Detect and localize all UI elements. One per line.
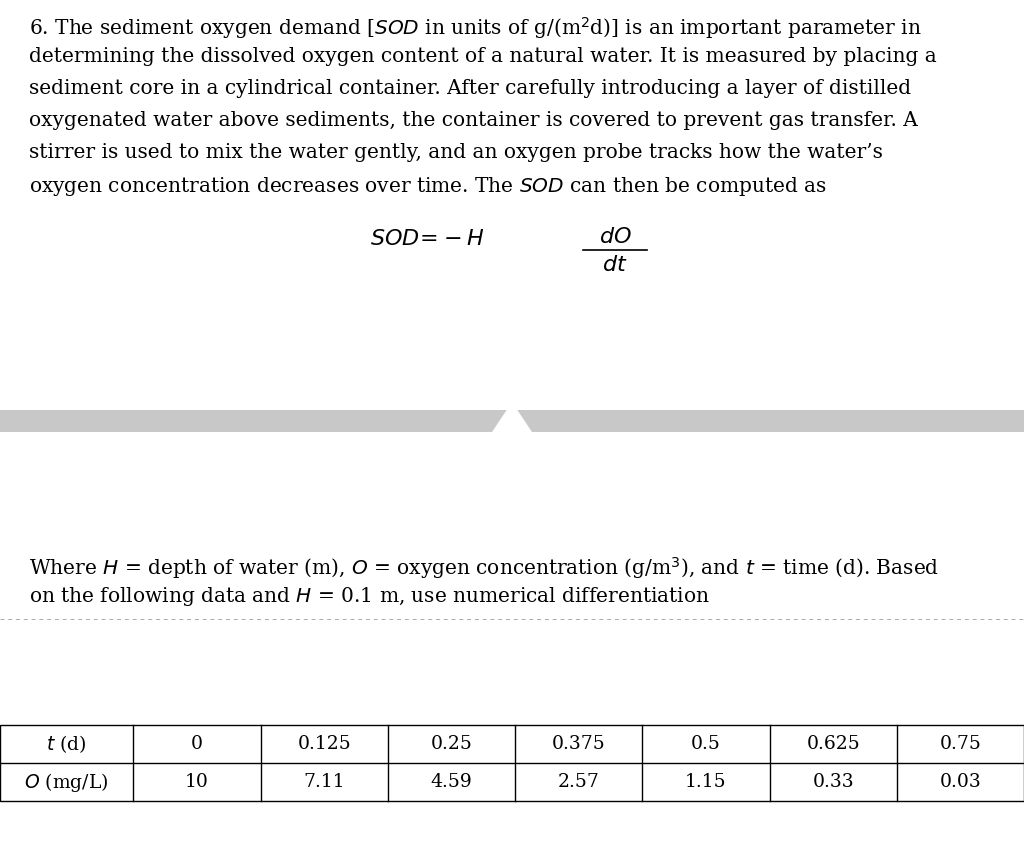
Text: stirrer is used to mix the water gently, and an oxygen probe tracks how the wate: stirrer is used to mix the water gently,…: [29, 143, 883, 162]
Text: $t$ (d): $t$ (d): [46, 733, 87, 755]
Text: 0.03: 0.03: [939, 773, 981, 791]
Text: 0: 0: [191, 735, 203, 753]
Text: on the following data and $H$ = 0.1 m, use numerical differentiation: on the following data and $H$ = 0.1 m, u…: [29, 585, 710, 608]
Text: 0.625: 0.625: [806, 735, 860, 753]
Text: $SOD\!=\!-H$: $SOD\!=\!-H$: [370, 228, 484, 250]
Bar: [0, 725, 1024, 801]
Text: $dt$: $dt$: [602, 254, 628, 276]
Text: 0.5: 0.5: [691, 735, 721, 753]
Bar: [0, 410, 1024, 432]
Text: 0.33: 0.33: [812, 773, 854, 791]
Text: sediment core in a cylindrical container. After carefully introducing a layer of: sediment core in a cylindrical container…: [29, 79, 910, 98]
Text: 7.11: 7.11: [303, 773, 345, 791]
Text: oxygen concentration decreases over time. The $SOD$ can then be computed as: oxygen concentration decreases over time…: [29, 175, 826, 198]
Text: determining the dissolved oxygen content of a natural water. It is measured by p: determining the dissolved oxygen content…: [29, 47, 936, 66]
Text: $dO$: $dO$: [599, 226, 632, 248]
Text: 2.57: 2.57: [558, 773, 600, 791]
Text: $O$ (mg/L): $O$ (mg/L): [25, 770, 109, 794]
Text: 1.15: 1.15: [685, 773, 727, 791]
Text: 0.25: 0.25: [430, 735, 472, 753]
Text: 0.75: 0.75: [939, 735, 981, 753]
Polygon shape: [492, 402, 532, 432]
Text: Where $H$ = depth of water (m), $O$ = oxygen concentration (g/m$^3$), and $t$ = : Where $H$ = depth of water (m), $O$ = ox…: [29, 555, 939, 581]
Text: 0.375: 0.375: [552, 735, 605, 753]
Text: 4.59: 4.59: [430, 773, 472, 791]
Text: 0.125: 0.125: [297, 735, 351, 753]
Text: oxygenated water above sediments, the container is covered to prevent gas transf: oxygenated water above sediments, the co…: [29, 111, 918, 130]
Text: 6. The sediment oxygen demand [$SOD$ in units of g/(m$^2$d)] is an important par: 6. The sediment oxygen demand [$SOD$ in …: [29, 15, 922, 41]
Text: 10: 10: [185, 773, 209, 791]
